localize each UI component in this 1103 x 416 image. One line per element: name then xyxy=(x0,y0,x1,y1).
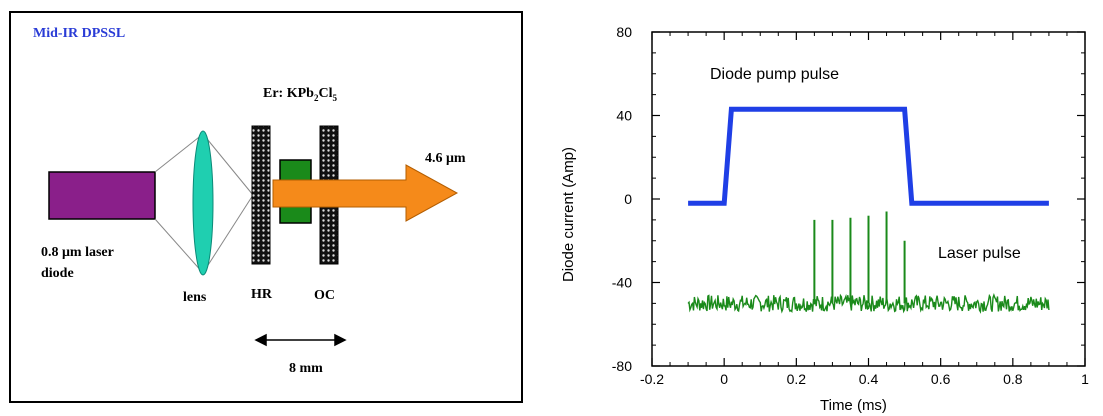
x-tick-label: -0.2 xyxy=(640,371,664,387)
x-tick-label: 0.8 xyxy=(1003,371,1023,387)
y-axis-title: Diode current (Amp) xyxy=(559,146,577,283)
hr-mirror-shape xyxy=(251,125,271,265)
x-axis-title: Time (ms) xyxy=(820,397,887,414)
lens-label: lens xyxy=(183,290,207,305)
hr-label: HR xyxy=(251,287,272,302)
diagram-title: Mid-IR DPSSL xyxy=(33,26,126,41)
y-tick-label: -40 xyxy=(612,275,632,291)
oc-label: OC xyxy=(314,288,335,303)
spacing-arrow xyxy=(254,333,347,347)
pump-beam-lines xyxy=(154,133,254,274)
x-tick-label: 0.4 xyxy=(859,371,879,387)
output-beam-arrow xyxy=(272,164,459,222)
y-tick-label: 80 xyxy=(616,24,632,40)
diode-current-chart: -0.2 0 0.2 0.4 0.6 0.8 1 80 40 0 -40 -80 Diode curr… xyxy=(540,0,1103,416)
lens-shape xyxy=(192,130,214,276)
crystal-label: Er: KPb2Cl5 xyxy=(263,86,337,103)
laser-diode-shape xyxy=(48,171,156,220)
chart-svg: -0.2 0 0.2 0.4 0.6 0.8 1 80 40 0 -40 -80 xyxy=(612,24,1089,387)
y-tick-label: 0 xyxy=(624,191,632,207)
x-tick-label: 0 xyxy=(720,371,728,387)
diode-pump-pulse-line xyxy=(688,106,1049,206)
diode-label-line1: 0.8 μm laser xyxy=(41,245,114,260)
diode-pump-pulse-annotation: Diode pump pulse xyxy=(710,66,839,83)
laser-pulse-line xyxy=(687,292,1050,314)
wavelength-label: 4.6 μm xyxy=(425,151,466,166)
dpssl-diagram-panel: Mid-IR DPSSL Er: KPb2Cl5 4.6 μm 0.8 μm l… xyxy=(9,11,523,403)
y-tick-label: 40 xyxy=(616,108,632,124)
laser-pulse-annotation: Laser pulse xyxy=(938,245,1021,262)
diode-label-line2: diode xyxy=(41,266,74,281)
x-tick-label: 0.6 xyxy=(931,371,951,387)
x-tick-label: 1 xyxy=(1081,371,1089,387)
y-tick-label: -80 xyxy=(612,358,632,374)
x-tick-label: 0.2 xyxy=(787,371,807,387)
spacing-label: 8 mm xyxy=(289,361,323,376)
dpssl-schematic xyxy=(48,125,459,347)
